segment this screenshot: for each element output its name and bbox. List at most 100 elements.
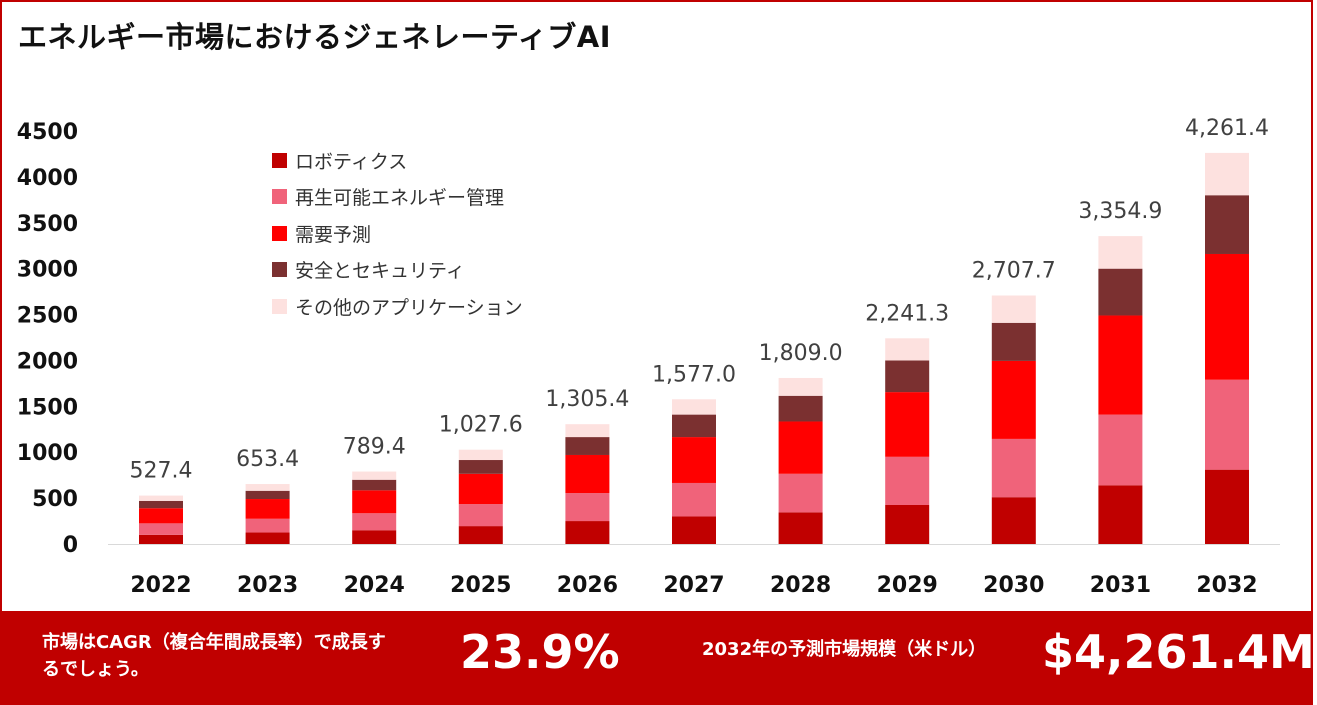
legend: ロボティクス 再生可能エネルギー管理 需要予測 安全とセキュリティ その他のアプ… xyxy=(272,142,523,325)
y-tick-label: 2000 xyxy=(17,349,78,374)
total-data-label: 3,354.9 xyxy=(1078,199,1162,224)
bar-segment-security xyxy=(458,460,503,474)
bar-segment-security xyxy=(672,414,716,438)
legend-item-demand: 需要予測 xyxy=(272,215,523,252)
bar-segment-other xyxy=(991,295,1036,323)
legend-swatch-security xyxy=(272,262,287,278)
total-data-label: 2,707.7 xyxy=(972,258,1056,283)
bar-segment-renewable xyxy=(778,473,823,513)
bar-segment-demand xyxy=(991,360,1036,439)
bar-segment-robotics xyxy=(991,497,1036,544)
bar-segment-robotics xyxy=(885,504,930,544)
bar-segment-security xyxy=(778,395,823,422)
y-tick-label: 4000 xyxy=(17,166,78,191)
x-tick-label: 2025 xyxy=(450,573,511,598)
x-tick-label: 2026 xyxy=(557,573,618,598)
bar-segment-demand xyxy=(885,392,930,457)
bar-segment-security xyxy=(885,360,930,393)
bar-segment-renewable xyxy=(565,493,610,522)
legend-swatch-demand xyxy=(272,225,287,241)
total-data-label: 527.4 xyxy=(130,459,193,484)
legend-swatch-robotics xyxy=(272,152,287,168)
bar-segment-robotics xyxy=(458,526,503,544)
y-tick-label: 500 xyxy=(32,487,78,512)
legend-label-renewable: 再生可能エネルギー管理 xyxy=(295,187,505,210)
bar-segment-other xyxy=(672,399,716,415)
bar-segment-renewable xyxy=(139,523,183,535)
footer-band xyxy=(0,611,1313,705)
bar-segment-renewable xyxy=(991,438,1036,498)
chart-title: エネルギー市場におけるジェネレーティブAI xyxy=(18,20,611,54)
total-data-label: 789.4 xyxy=(343,435,406,460)
bar-segment-other xyxy=(458,449,503,461)
bar-segment-renewable xyxy=(885,456,930,505)
x-tick-label: 2024 xyxy=(344,573,405,598)
bar-segment-renewable xyxy=(1098,414,1143,486)
legend-label-demand: 需要予測 xyxy=(295,223,372,246)
bar-segment-robotics xyxy=(565,521,610,544)
cagr-text: 市場はCAGR（複合年間成長率）で成長するでしょう。 xyxy=(42,632,386,680)
x-tick-label: 2031 xyxy=(1090,573,1151,598)
total-data-label: 1,027.6 xyxy=(439,413,523,438)
bar-segment-security xyxy=(1098,268,1143,316)
legend-item-robotics: ロボティクス xyxy=(272,142,523,179)
bar-segment-security xyxy=(1205,195,1249,254)
bar-segment-renewable xyxy=(672,482,716,517)
y-tick-label: 3500 xyxy=(17,212,78,237)
x-tick-label: 2032 xyxy=(1196,573,1257,598)
bar-segment-other xyxy=(245,484,290,491)
total-data-label: 2,241.3 xyxy=(865,301,949,326)
bar-segment-security xyxy=(991,322,1036,361)
bar-segment-security xyxy=(139,500,183,509)
y-tick-label: 0 xyxy=(63,533,78,558)
bar-segment-demand xyxy=(1098,315,1143,415)
bar-segment-security xyxy=(245,490,290,500)
bar-segment-robotics xyxy=(672,516,716,544)
bar-segment-renewable xyxy=(458,504,503,527)
bar-segment-demand xyxy=(778,421,823,474)
bar-segment-robotics xyxy=(778,512,823,544)
x-tick-label: 2023 xyxy=(237,573,298,598)
bar-segment-demand xyxy=(1205,253,1249,380)
bar-segment-demand xyxy=(139,508,183,524)
bar-segment-renewable xyxy=(1205,379,1249,470)
legend-label-robotics: ロボティクス xyxy=(295,150,408,173)
y-tick-label: 1500 xyxy=(17,395,78,420)
forecast-value: $4,261.4M xyxy=(1042,625,1315,679)
legend-label-security: 安全とセキュリティ xyxy=(295,260,465,283)
legend-item-other: その他のアプリケーション xyxy=(272,288,523,325)
total-data-label: 1,577.0 xyxy=(652,362,736,387)
bar-segment-other xyxy=(139,495,183,501)
x-tick-label: 2022 xyxy=(130,573,191,598)
forecast-text: 2032年の予測市場規模（米ドル） xyxy=(702,639,987,660)
x-tick-label: 2030 xyxy=(983,573,1044,598)
total-data-label: 1,809.0 xyxy=(759,341,843,366)
total-data-label: 4,261.4 xyxy=(1185,116,1269,141)
bar-segment-renewable xyxy=(352,513,397,531)
legend-label-other: その他のアプリケーション xyxy=(295,296,523,319)
legend-swatch-renewable xyxy=(272,189,287,205)
bar-segment-other xyxy=(565,424,610,438)
y-tick-label: 2500 xyxy=(17,304,78,329)
legend-item-renewable: 再生可能エネルギー管理 xyxy=(272,179,523,216)
x-tick-label: 2029 xyxy=(877,573,938,598)
bar-segment-robotics xyxy=(1098,485,1143,544)
y-tick-label: 3000 xyxy=(17,258,78,283)
bar-segment-renewable xyxy=(245,518,290,533)
bar-segment-other xyxy=(885,338,930,361)
legend-item-security: 安全とセキュリティ xyxy=(272,252,523,289)
legend-swatch-other xyxy=(272,298,287,314)
y-tick-label: 4500 xyxy=(17,120,78,145)
bar-segment-robotics xyxy=(139,534,183,544)
bar-segment-demand xyxy=(672,437,716,483)
cagr-value: 23.9% xyxy=(460,625,620,679)
bar-segment-security xyxy=(565,437,610,455)
x-tick-label: 2027 xyxy=(663,573,724,598)
bar-segment-demand xyxy=(565,454,610,494)
bar-segment-other xyxy=(352,471,397,480)
stacked-bar-chart: 4500 4000 3500 3000 2500 2000 1500 1000 500 0 527.… xyxy=(17,116,1280,598)
total-data-label: 1,305.4 xyxy=(545,387,629,412)
bar-segment-robotics xyxy=(245,532,290,544)
y-tick-label: 1000 xyxy=(17,441,78,466)
x-tick-label: 2028 xyxy=(770,573,831,598)
